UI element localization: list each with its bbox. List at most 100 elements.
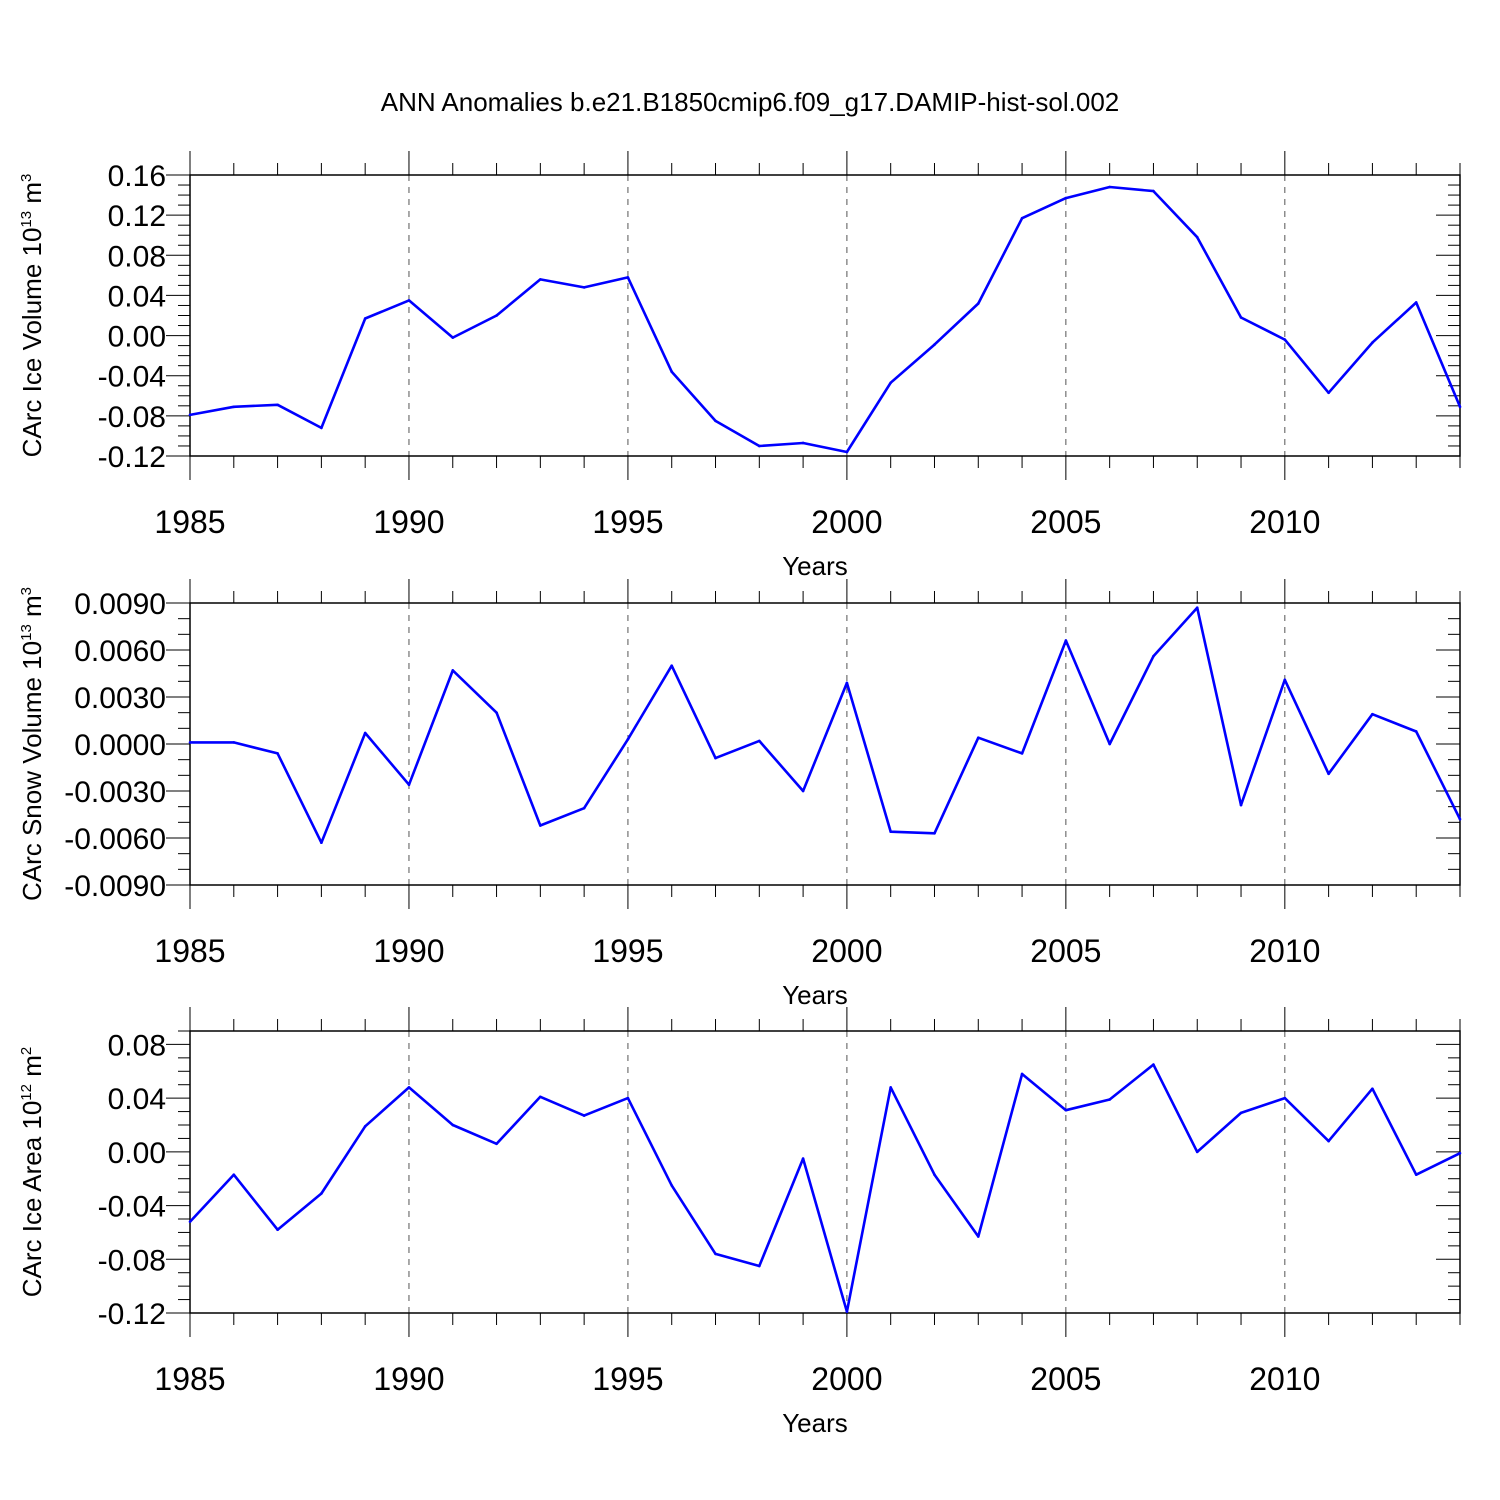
panel1-point-1997 [714, 419, 717, 423]
panel3-ytick-label: -0.12 [98, 1298, 166, 1331]
panel3-point-1989 [363, 1125, 367, 1128]
panel2-ytick-label: 0.0030 [74, 682, 166, 715]
panel1-ytick-label: -0.12 [98, 441, 166, 474]
panel3-xtick-label: 1985 [154, 1361, 225, 1397]
panel2-ytick-label: 0.0060 [74, 635, 166, 668]
panel1-point-1990 [407, 299, 411, 302]
panel1-xlabel: Years [782, 551, 848, 581]
panel2-point-2010 [1283, 678, 1287, 682]
panel1-ytick-label: 0.08 [108, 240, 166, 273]
panel3-point-2005 [1064, 1108, 1068, 1112]
panel2-ytick-label: 0.0000 [74, 729, 166, 762]
panel2-ytick-label: -0.0060 [64, 823, 166, 856]
panel-ice-area: -0.12 -0.08 -0.04 0.00 0.04 0.08 1985 1990 1995 2… [17, 1007, 1462, 1438]
panel1-point-1998 [758, 444, 761, 448]
panel3-point-2014 [1458, 1151, 1462, 1155]
panel1-point-2004 [1020, 216, 1024, 220]
panel3-point-1988 [320, 1192, 323, 1195]
panel1-frame [189, 174, 1461, 457]
chart-title: ANN Anomalies b.e21.B1850cmip6.f09_g17.D… [381, 87, 1120, 117]
panel3-point-2006 [1108, 1098, 1111, 1101]
panel2-series-line [190, 606, 1462, 845]
panel2-point-1986 [232, 741, 236, 744]
panel2-point-2002 [933, 832, 936, 835]
panel2-ytick-label: 0.0090 [74, 588, 166, 621]
panel2-point-1996 [670, 664, 674, 667]
panel3-point-1997 [714, 1252, 717, 1256]
panel3-point-2010 [1283, 1096, 1287, 1100]
panel1-xtick-label: 2010 [1249, 504, 1320, 540]
panel3-ytick-label: 0.04 [108, 1083, 166, 1116]
panel2-xtick-label: 2000 [811, 933, 882, 969]
panel1-point-1988 [320, 426, 323, 430]
panel3-xtick-label: 2000 [811, 1361, 882, 1397]
panel3-point-1992 [495, 1142, 498, 1146]
panel3-point-2013 [1414, 1173, 1418, 1176]
panel2-point-2004 [1020, 752, 1024, 755]
panel1-xtick-label: 2000 [811, 504, 882, 540]
panel1-point-1992 [495, 314, 498, 317]
panel2-point-2011 [1327, 772, 1330, 776]
panel3-series-line [189, 1063, 1461, 1313]
panel3-point-2009 [1239, 1111, 1243, 1115]
panel1-point-2006 [1108, 185, 1111, 189]
panel2-ytick-label: -0.0090 [64, 870, 166, 903]
panel3-ytick-label: -0.04 [98, 1191, 166, 1224]
panel3-point-1991 [451, 1123, 455, 1127]
panel1-point-2011 [1327, 391, 1330, 395]
panel1-xtick-label: 2005 [1030, 504, 1101, 540]
panel2-point-1985 [188, 741, 192, 744]
panel2-point-2013 [1414, 730, 1418, 733]
panel2-point-2007 [1152, 654, 1155, 658]
panel2-ytick-label: -0.0030 [64, 776, 166, 809]
panel2-xtick-label: 2005 [1030, 933, 1101, 969]
panel1-point-2009 [1239, 316, 1243, 319]
panel1-point-1987 [276, 403, 279, 407]
panel1-point-1991 [451, 336, 455, 339]
panel1-ytick-label: 0.16 [108, 160, 166, 193]
panel1-xtick-label: 1990 [373, 504, 444, 540]
panel1-point-2007 [1152, 189, 1155, 193]
panel3-ylabel: CArc Ice Area 1012 m2 [17, 1047, 47, 1297]
panel1-ytick-label: -0.04 [98, 361, 166, 394]
panel3-xtick-label: 2010 [1249, 1361, 1320, 1397]
panel1-point-1989 [363, 317, 367, 320]
panel2-point-1993 [539, 824, 542, 827]
panel3-point-2000 [845, 1310, 849, 1313]
panel1-point-1985 [188, 413, 192, 417]
panel3-point-2012 [1371, 1087, 1374, 1091]
panel2-point-1989 [363, 731, 367, 735]
panel3-frame [189, 1030, 1461, 1314]
panel2-xtick-label: 1985 [154, 933, 225, 969]
panel2-frame [189, 602, 1461, 886]
panel3-point-2011 [1327, 1139, 1330, 1143]
panel1-point-2005 [1064, 196, 1068, 200]
panel1-point-2003 [976, 302, 980, 305]
panel1-ylabel: CArc Ice Volume 1013 m3 [17, 174, 47, 458]
panel3-point-1999 [801, 1157, 805, 1160]
panel1-point-1993 [539, 278, 542, 281]
panel3-point-2008 [1195, 1150, 1199, 1154]
panel3-point-1996 [670, 1184, 674, 1187]
panel2-point-1992 [495, 711, 498, 714]
panel2-point-1999 [801, 789, 805, 793]
panel1-ytick-label: 0.00 [108, 321, 166, 354]
panel2-point-2003 [976, 736, 980, 740]
panel2-point-1994 [582, 806, 586, 810]
panel3-point-1986 [232, 1173, 236, 1176]
panel2-point-2001 [889, 830, 892, 834]
panel3-point-2003 [976, 1235, 980, 1238]
panel1-point-2008 [1195, 235, 1199, 239]
panel2-point-1997 [714, 756, 717, 760]
panel3-ytick-label: 0.00 [108, 1137, 166, 1170]
panel2-xtick-label: 1995 [592, 933, 663, 969]
panel2-point-1995 [626, 738, 630, 741]
panel2-point-2012 [1371, 712, 1374, 716]
panel2-point-1990 [407, 783, 411, 787]
panel3-point-1998 [758, 1264, 761, 1268]
panel1-point-2014 [1458, 405, 1462, 409]
panel2-ylabel: CArc Snow Volume 1013 m3 [17, 587, 47, 901]
panel1-ytick-label: -0.08 [98, 401, 166, 434]
panel3-xtick-label: 2005 [1030, 1361, 1101, 1397]
panel3-ytick-label: 0.08 [108, 1029, 166, 1062]
